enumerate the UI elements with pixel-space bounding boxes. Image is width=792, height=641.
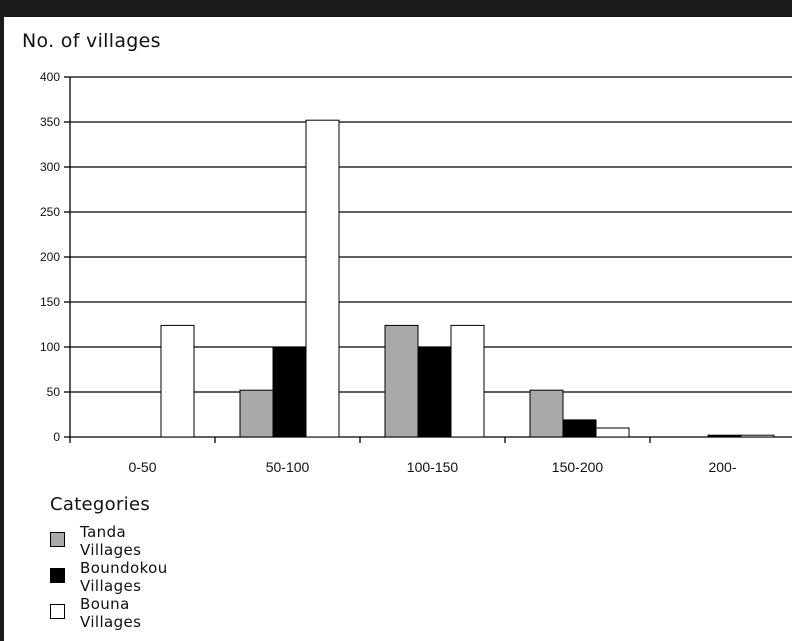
legend-item-tanda: Tanda Villages	[50, 523, 150, 559]
bar-bouna-villages-150-200	[595, 427, 630, 438]
legend-label-tanda: Tanda Villages	[80, 523, 142, 559]
bar-bouna-villages-50-100	[305, 119, 340, 438]
legend-item-bouna: Bouna Villages	[50, 595, 150, 631]
bar-bouna-villages-0-50	[160, 324, 195, 438]
bar-bouna-villages-100-150	[450, 324, 485, 438]
y-tick-label: 100	[40, 340, 60, 354]
x-tick-label: 150-200	[552, 459, 604, 475]
bar-tanda-villages-150-200	[529, 389, 564, 438]
bar-tanda-villages-100-150	[384, 324, 419, 438]
x-tick-label: 50-100	[266, 459, 310, 475]
y-tick-label: 350	[40, 115, 60, 129]
legend-swatch-boundokou	[50, 568, 65, 583]
y-tick-label: 300	[40, 160, 60, 174]
y-tick-label: 200	[40, 250, 60, 264]
top-border-bar	[0, 0, 792, 17]
y-tick-label: 50	[47, 385, 61, 399]
legend: Categories Tanda Villages Boundokou Vill…	[50, 494, 167, 631]
legend-swatch-tanda	[50, 532, 65, 547]
bar-boundokou-villages-200-	[707, 434, 742, 438]
legend-item-boundokou: Boundokou Villages	[50, 559, 167, 595]
legend-label-boundokou: Boundokou Villages	[80, 559, 168, 595]
bar-boundokou-villages-50-100	[272, 347, 307, 438]
bar-chart: 0 50 100 150 200 250 300 350 400 0-50 50-100 100-15…	[40, 70, 792, 475]
y-tick-label: 150	[40, 295, 60, 309]
bar-boundokou-villages-100-150	[417, 347, 452, 438]
legend-label-bouna: Bouna Villages	[80, 595, 142, 631]
legend-title: Categories	[50, 494, 151, 515]
x-tick-label: 100-150	[407, 459, 459, 475]
bar-boundokou-villages-150-200	[562, 419, 597, 438]
y-tick-label: 0	[53, 430, 60, 444]
x-tick-label: 200-	[708, 459, 736, 475]
bar-tanda-villages-50-100	[239, 389, 274, 438]
bar-bouna-villages-200-	[740, 434, 775, 438]
y-tick-label: 400	[40, 70, 60, 84]
y-tick-label: 250	[40, 205, 60, 219]
legend-swatch-bouna	[50, 604, 65, 619]
y-axis-label: No. of villages	[22, 30, 161, 52]
x-tick-label: 0-50	[128, 459, 156, 475]
